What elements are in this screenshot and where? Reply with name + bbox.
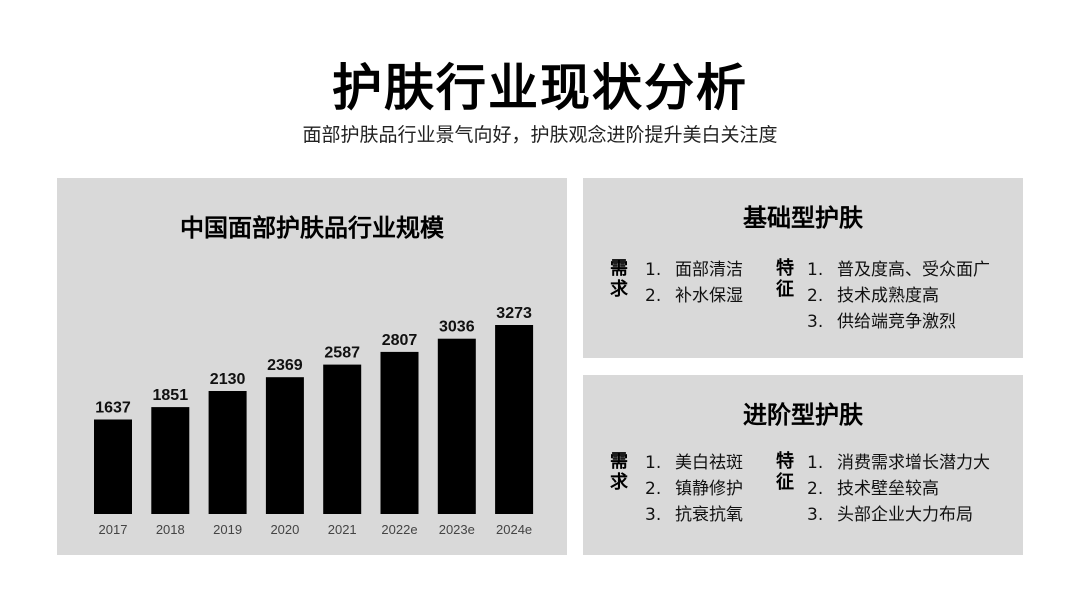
data-label: 2807 <box>382 332 418 349</box>
list-item: 1. 面部清洁 <box>645 260 743 280</box>
chart-title: 中国面部护肤品行业规模 <box>180 214 444 242</box>
data-label: 2130 <box>210 371 246 388</box>
bar-2019 <box>208 391 247 514</box>
data-label: 1851 <box>153 387 189 404</box>
data-label: 3273 <box>496 305 532 322</box>
advanced-card-title: 进阶型护肤 <box>743 401 863 429</box>
x-tick-label: 2019 <box>213 522 242 537</box>
x-tick-label: 2024e <box>496 522 532 537</box>
list-item: 1. 美白祛斑 <box>645 453 743 473</box>
basic-features-list: 1. 普及度高、受众面广 2. 技术成熟度高 3. 供给端竞争激烈 <box>807 257 990 335</box>
bar-2020 <box>265 377 304 514</box>
list-item: 2. 技术成熟度高 <box>807 286 939 306</box>
bar-2023e <box>437 338 476 514</box>
x-tick-label: 2017 <box>99 522 128 537</box>
basic-needs-list: 1. 面部清洁 2. 补水保湿 <box>645 257 743 309</box>
bar-chart: 1637 2017 1851 2018 2130 2019 2369 2020 2587 2021… <box>94 305 534 537</box>
advanced-needs-list: 1. 美白祛斑 2. 镇静修护 3. 抗衰抗氧 <box>645 450 743 528</box>
list-item: 3. 头部企业大力布局 <box>807 505 973 525</box>
x-tick-label: 2021 <box>328 522 357 537</box>
advanced-features-list: 1. 消费需求增长潜力大 2. 技术壁垒较高 3. 头部企业大力布局 <box>807 450 990 528</box>
basic-skincare-card: 基础型护肤 需求 1. 面部清洁 2. 补水保湿 特征 1. 普及度高、受众面广 2.… <box>583 178 1023 358</box>
x-tick-label: 2018 <box>156 522 185 537</box>
x-tick-label: 2023e <box>439 522 475 537</box>
advanced-feature-label: 特征 <box>776 451 794 493</box>
page-title: 护肤行业现状分析 <box>332 59 748 117</box>
x-tick-label: 2020 <box>270 522 299 537</box>
bar-2018 <box>151 407 190 514</box>
list-item: 3. 供给端竞争激烈 <box>807 312 956 332</box>
list-item: 3. 抗衰抗氧 <box>645 505 743 525</box>
basic-card-title: 基础型护肤 <box>743 204 863 232</box>
bar-2017 <box>94 419 132 514</box>
list-item: 2. 镇静修护 <box>645 479 743 499</box>
data-label: 1637 <box>95 400 131 417</box>
chart-panel: 中国面部护肤品行业规模 1637 2017 1851 2018 2130 2019 2369… <box>57 178 567 555</box>
bar-2024e <box>495 325 534 514</box>
data-label: 2369 <box>267 357 303 374</box>
advanced-skincare-card: 进阶型护肤 需求 1. 美白祛斑 2. 镇静修护 3. 抗衰抗氧 特征 1. 消费需求增… <box>583 375 1023 555</box>
list-item: 2. 技术壁垒较高 <box>807 479 939 499</box>
page-subtitle: 面部护肤品行业景气向好，护肤观念进阶提升美白关注度 <box>302 124 778 146</box>
list-item: 2. 补水保湿 <box>645 286 743 306</box>
basic-need-label: 需求 <box>610 258 628 300</box>
data-label: 3036 <box>439 319 475 336</box>
bar-2022e <box>380 351 419 514</box>
bar-2021 <box>323 364 362 514</box>
x-tick-label: 2022e <box>381 522 417 537</box>
basic-feature-label: 特征 <box>776 258 794 300</box>
list-item: 1. 普及度高、受众面广 <box>807 260 990 280</box>
list-item: 1. 消费需求增长潜力大 <box>807 453 990 473</box>
data-label: 2587 <box>324 345 360 362</box>
advanced-need-label: 需求 <box>610 451 628 493</box>
